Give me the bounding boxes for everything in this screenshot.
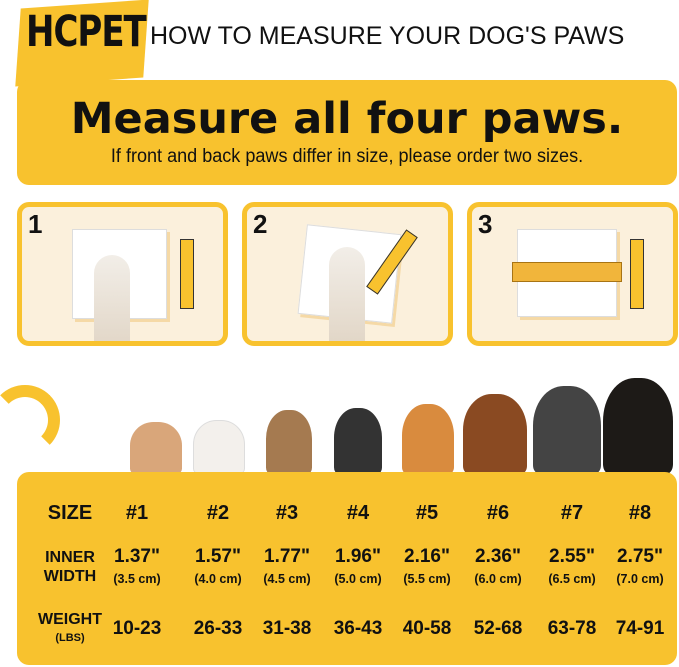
pencil-icon	[630, 239, 644, 309]
size-label: #1	[125, 502, 149, 524]
label-line: (LBS)	[55, 632, 85, 644]
size-label: #4	[346, 502, 370, 524]
inner-width-cm: (5.0 cm)	[334, 572, 382, 586]
weight-range: 26-33	[193, 618, 243, 639]
weight-range: 52-68	[473, 618, 523, 639]
dog-australian-shepherd	[463, 394, 527, 474]
weight-range: 40-58	[402, 618, 452, 639]
step-2-panel: 2	[242, 202, 453, 346]
inner-width-inches: 1.77"	[264, 546, 310, 567]
dog-paw-illustration	[94, 255, 130, 341]
size-label: #5	[415, 502, 439, 524]
label-line: WEIGHT	[38, 611, 102, 628]
size-label: #8	[628, 502, 652, 524]
inner-width-inches: 2.36"	[475, 546, 521, 567]
inner-width-cm: (6.5 cm)	[548, 572, 596, 586]
subline: If front and back paws differ in size, p…	[110, 146, 584, 167]
inner-width-cm: (6.0 cm)	[474, 572, 522, 586]
inner-width-cm: (3.5 cm)	[113, 572, 161, 586]
weight-range: 31-38	[262, 618, 312, 639]
inner-width-cm: (5.5 cm)	[403, 572, 451, 586]
weight-range: 63-78	[547, 618, 597, 639]
step-number: 2	[253, 209, 268, 239]
inner-width-cm: (7.0 cm)	[616, 572, 664, 586]
inner-width-cm: (4.5 cm)	[263, 572, 311, 586]
weight-row-label: WEIGHT (LBS)	[38, 610, 102, 648]
dog-yorkie	[266, 410, 312, 474]
weight-range: 74-91	[615, 618, 665, 639]
inner-width-row-label: INNER WIDTH	[44, 548, 96, 586]
dog-rottweiler	[603, 378, 673, 474]
dog-chihuahua	[130, 422, 182, 474]
pencil-icon	[180, 239, 194, 309]
inner-width-inches: 2.16"	[404, 546, 450, 567]
step-number: 3	[478, 209, 493, 239]
banner: Measure all four paws. If front and back…	[17, 80, 677, 185]
inner-width-inches: 1.96"	[335, 546, 381, 567]
weight-range: 36-43	[333, 618, 383, 639]
inner-width-cm: (4.0 cm)	[194, 572, 242, 586]
step-3-panel: 3	[467, 202, 678, 346]
size-label: #2	[206, 502, 230, 524]
label-line: INNER	[45, 549, 95, 566]
size-label: #7	[560, 502, 584, 524]
dog-husky	[533, 386, 601, 474]
weight-range: 10-23	[112, 618, 162, 639]
dog-shiba	[402, 404, 454, 474]
inner-width-inches: 2.55"	[549, 546, 595, 567]
inner-width-inches: 2.75"	[617, 546, 663, 567]
size-label: #3	[275, 502, 299, 524]
inner-width-inches: 1.37"	[114, 546, 160, 567]
size-label: #6	[486, 502, 510, 524]
headline: Measure all four paws.	[70, 94, 624, 144]
inner-width-inches: 1.57"	[195, 546, 241, 567]
dog-bichon	[193, 420, 245, 474]
size-chart: SIZE INNER WIDTH WEIGHT (LBS) #1 1.37" (3.…	[17, 472, 677, 665]
dog-paw-illustration	[329, 247, 365, 341]
brand-logo: HCPET	[26, 7, 147, 57]
label-line: WIDTH	[43, 568, 97, 585]
size-row-label: SIZE	[47, 502, 93, 524]
step-1-panel: 1	[17, 202, 228, 346]
step-number: 1	[28, 209, 43, 239]
ruler-icon	[512, 262, 622, 282]
dog-lineup-illustration	[0, 370, 679, 474]
page-title: HOW TO MEASURE YOUR DOG'S PAWS	[150, 22, 625, 50]
dog-schnauzer	[334, 408, 382, 474]
